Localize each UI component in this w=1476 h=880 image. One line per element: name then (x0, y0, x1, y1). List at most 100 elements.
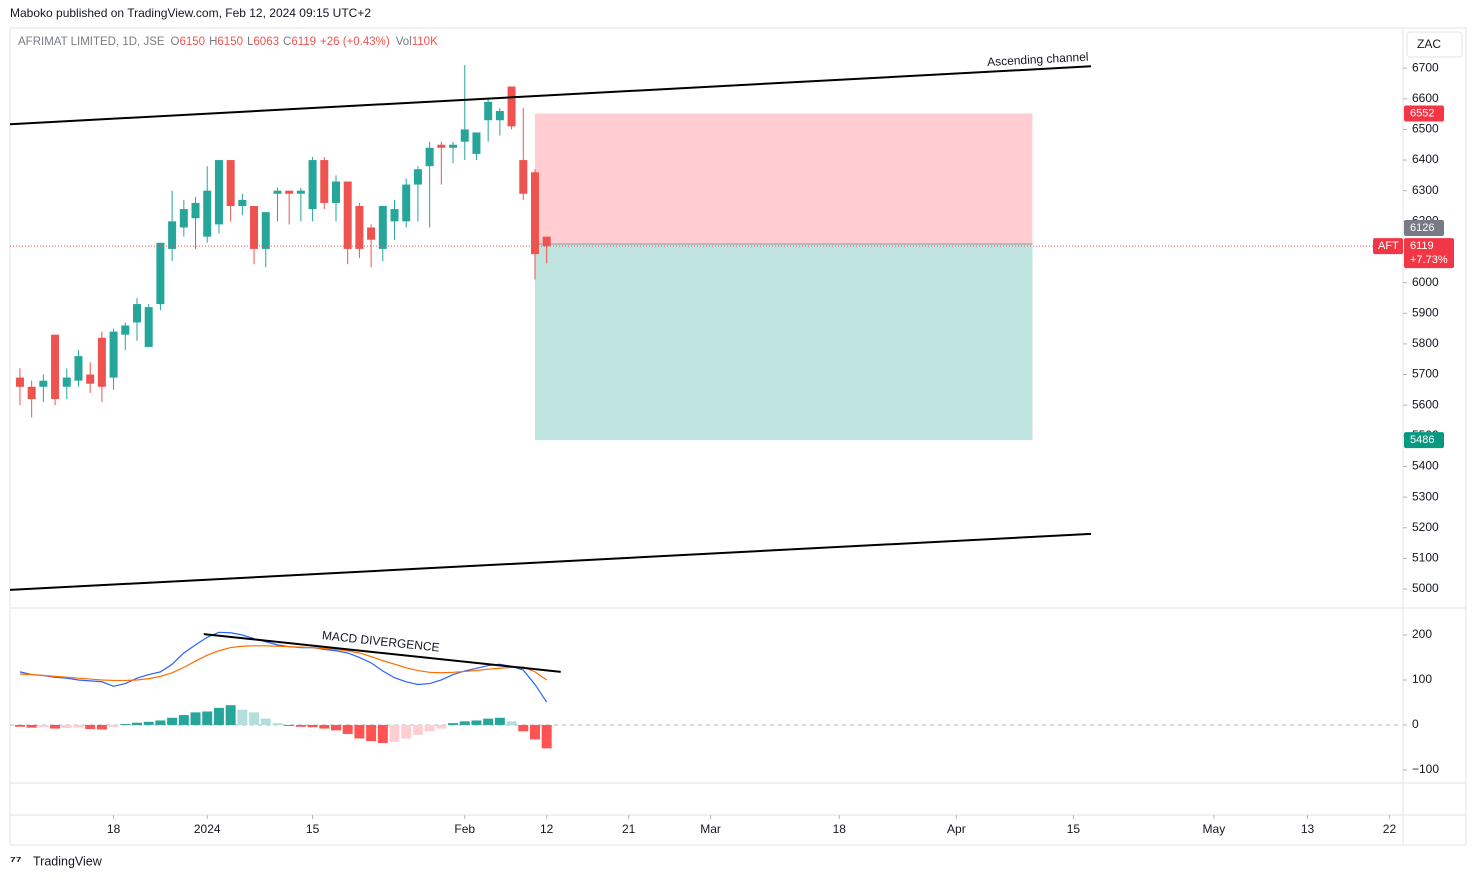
candle-body (179, 209, 188, 228)
x-tick-label: 22 (1383, 822, 1397, 836)
entry-badge-bg (1404, 220, 1444, 237)
candle-body (191, 202, 200, 219)
candle-body (285, 190, 294, 194)
histogram-bar (132, 722, 143, 725)
legend-label: Vol (396, 36, 412, 48)
x-tick-label: 18 (107, 822, 121, 836)
histogram-bar (307, 724, 318, 728)
histogram-bar (155, 720, 166, 725)
plot: 5000510052005300540055005600570058005900… (9, 50, 1454, 836)
candle-body (402, 184, 411, 222)
currency-button[interactable] (1406, 31, 1463, 58)
y-tick-label: 5200 (1412, 520, 1439, 534)
candle-body (15, 377, 24, 387)
histogram-bar (471, 720, 482, 725)
histogram-bar (120, 724, 131, 726)
candle-body (214, 160, 223, 225)
histogram-bar (459, 721, 470, 725)
histogram-bar (354, 724, 365, 739)
histogram-bar (50, 724, 61, 729)
candle-body (343, 181, 352, 249)
stop-badge: 6552 (1410, 107, 1434, 119)
candle-body (542, 236, 551, 247)
candle-body (437, 144, 446, 148)
candle-body (495, 111, 504, 121)
histogram-bar (190, 712, 201, 725)
candle-body (226, 160, 235, 207)
target-badge: 5486 (1410, 434, 1434, 446)
footer: TradingView (33, 854, 103, 868)
y-tick-label: 6600 (1412, 91, 1439, 105)
histogram-bar (284, 724, 295, 726)
y-tick-label: 0 (1412, 717, 1419, 731)
candle-body (308, 160, 317, 210)
histogram-bar (213, 707, 224, 725)
channel-line (9, 532, 1092, 591)
x-tick-label: Mar (700, 822, 721, 836)
histogram-bar (249, 712, 260, 725)
y-tick-label: 6300 (1412, 183, 1439, 197)
histogram-bar (518, 724, 529, 732)
legend-value: 6119 (291, 36, 316, 48)
candle-body (39, 380, 48, 387)
candle-body (331, 181, 340, 203)
candle-body (320, 160, 329, 203)
legend-value: 6150 (217, 36, 243, 48)
candle-body (355, 206, 364, 249)
y-tick-label: 5000 (1412, 581, 1439, 595)
candle-body (530, 172, 539, 255)
candle-body (449, 144, 458, 148)
histogram-bar (529, 724, 540, 740)
price-badge-bg (1404, 238, 1454, 269)
candle-body (413, 169, 422, 185)
y-tick-label: 6500 (1412, 122, 1439, 136)
histogram-bar (38, 724, 49, 728)
legend-label: H (209, 36, 217, 48)
candle-body (238, 199, 247, 207)
y-tick-label: 5400 (1412, 459, 1439, 473)
histogram-bar (401, 724, 412, 739)
candle-body (109, 331, 118, 378)
candle-body (378, 206, 387, 249)
histogram-bar (541, 724, 552, 749)
legend-label: L (247, 36, 254, 48)
logo-mark: ⁷⁷ (10, 853, 22, 869)
candle-body (156, 242, 165, 305)
target-zone (534, 244, 1033, 441)
histogram-bar (342, 724, 353, 734)
divergence-line (203, 633, 561, 673)
signal-line (19, 645, 548, 682)
price-badge: 6119 (1410, 240, 1434, 252)
candle-body (519, 160, 528, 194)
candle-body (62, 377, 71, 387)
legend-label: C (283, 36, 291, 48)
histogram-bar (436, 724, 447, 729)
candle-body (97, 337, 106, 387)
histogram-bar (260, 718, 271, 725)
candle-body (121, 325, 130, 335)
histogram-bar (61, 724, 72, 729)
x-tick-label: 15 (1067, 822, 1081, 836)
currency[interactable]: ZAC (1417, 37, 1441, 51)
candle-body (296, 190, 305, 194)
histogram-bar (377, 724, 388, 743)
y-tick-label: 100 (1412, 672, 1432, 686)
legend-change: +26 (+0.43%) (320, 36, 390, 48)
candle-body (261, 212, 270, 249)
histogram-bar (237, 709, 248, 725)
legend-value: 6150 (180, 36, 206, 48)
x-tick-label: 2024 (194, 822, 221, 836)
macd-line (19, 631, 548, 703)
histogram-bar (96, 724, 107, 730)
candle-body (460, 129, 469, 142)
y-tick-label: 6400 (1412, 152, 1439, 166)
histogram-bar (494, 717, 505, 725)
y-tick-label: 5800 (1412, 336, 1439, 350)
candle-body (273, 190, 282, 194)
stop-badge-bg (1404, 105, 1444, 122)
histogram-bar (108, 724, 119, 728)
frame (9, 27, 1467, 846)
candle-body (144, 307, 153, 347)
x-tick-label: 12 (540, 822, 554, 836)
